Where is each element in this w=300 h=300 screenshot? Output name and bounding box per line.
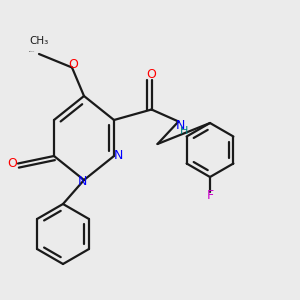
Text: N: N <box>176 118 186 132</box>
Text: O: O <box>69 58 78 71</box>
Text: N: N <box>114 148 123 162</box>
Text: CH₃: CH₃ <box>29 37 49 46</box>
Text: H: H <box>180 125 189 136</box>
Text: O: O <box>8 157 17 170</box>
Text: F: F <box>206 189 214 202</box>
Text: methoxy: methoxy <box>28 50 34 52</box>
Text: N: N <box>78 175 87 188</box>
Text: O: O <box>147 68 156 81</box>
